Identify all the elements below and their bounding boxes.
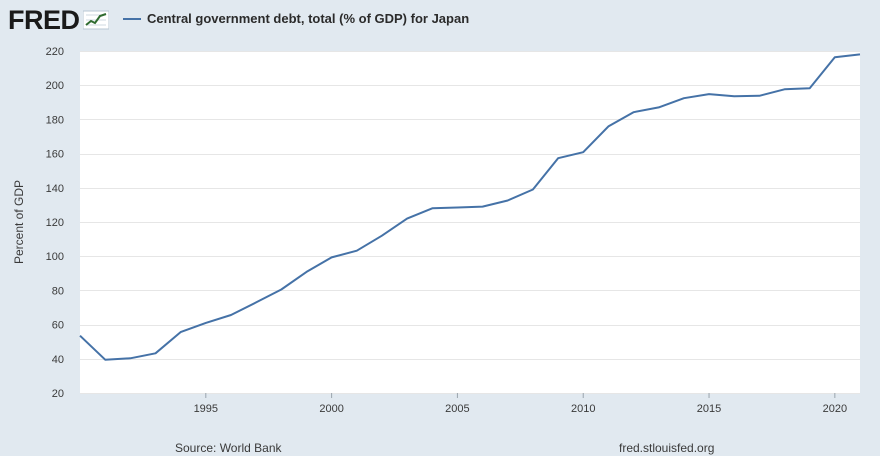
fred-logo-text: FRED <box>8 5 80 35</box>
y-axis-label: Percent of GDP <box>12 180 26 264</box>
y-tick-label: 120 <box>46 217 64 229</box>
legend-label: Central government debt, total (% of GDP… <box>147 11 470 26</box>
y-tick-label: 40 <box>52 354 64 366</box>
fred-logo[interactable]: FRED <box>8 6 109 34</box>
site-link[interactable]: fred.stlouisfed.org <box>619 441 715 455</box>
x-tick-label: 2000 <box>319 403 343 415</box>
y-tick-label: 20 <box>52 388 64 400</box>
series-line[interactable] <box>79 53 861 361</box>
x-tick-label: 1995 <box>194 403 218 415</box>
series-layer <box>79 53 861 361</box>
y-tick-label: 60 <box>52 320 64 332</box>
source-text: Source: World Bank <box>175 441 282 455</box>
y-tick-label: 200 <box>46 80 64 92</box>
y-tick-label: 140 <box>46 183 64 195</box>
y-tick-label: 220 <box>46 46 64 58</box>
grid-lines <box>80 51 860 394</box>
y-tick-label: 160 <box>46 149 64 161</box>
x-tick-label: 2005 <box>445 403 469 415</box>
y-tick-label: 180 <box>46 114 64 126</box>
y-tick-label: 100 <box>46 251 64 263</box>
chart-legend: Central government debt, total (% of GDP… <box>123 11 469 26</box>
trend-line-icon <box>82 10 109 30</box>
x-axis-ticks: 1995 2000 2005 2010 2015 2020 <box>194 393 847 415</box>
x-tick-label: 2015 <box>697 403 721 415</box>
y-axis-ticks: 20 40 60 80 100 120 140 160 180 200 220 <box>46 46 64 400</box>
x-tick-label: 2010 <box>571 403 595 415</box>
x-tick-label: 2020 <box>823 403 847 415</box>
y-tick-label: 80 <box>52 285 64 297</box>
legend-swatch <box>123 17 141 20</box>
